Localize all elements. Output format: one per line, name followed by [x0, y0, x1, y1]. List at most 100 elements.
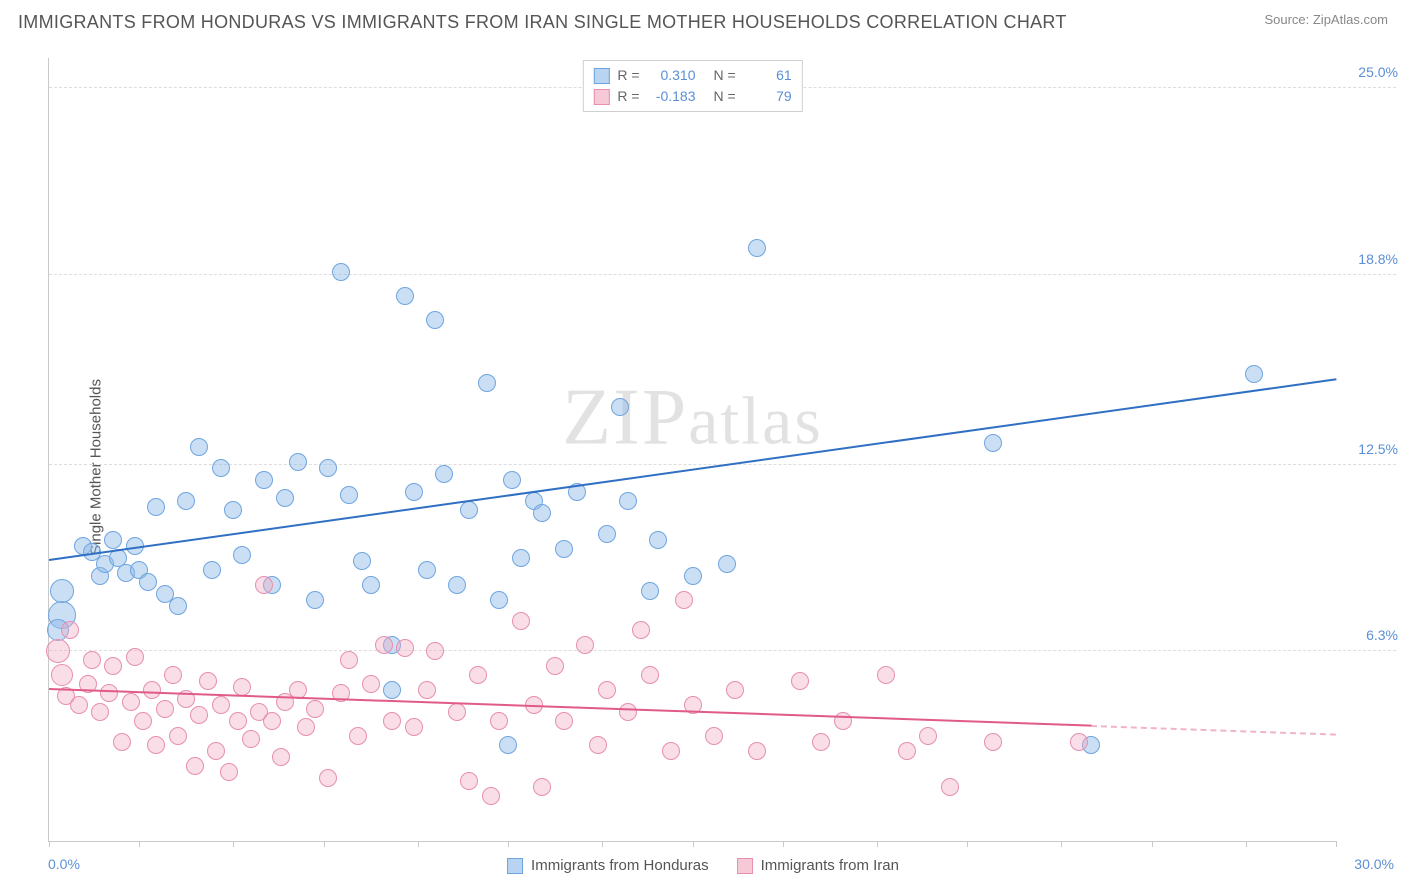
data-point — [589, 736, 607, 754]
data-point — [984, 434, 1002, 452]
x-tick — [324, 841, 325, 847]
data-point — [490, 591, 508, 609]
data-point — [619, 492, 637, 510]
data-point — [319, 769, 337, 787]
data-point — [941, 778, 959, 796]
data-point — [705, 727, 723, 745]
data-point — [598, 525, 616, 543]
data-point — [478, 374, 496, 392]
data-point — [169, 727, 187, 745]
x-tick — [418, 841, 419, 847]
data-point — [898, 742, 916, 760]
data-point — [340, 486, 358, 504]
x-tick — [693, 841, 694, 847]
data-point — [263, 712, 281, 730]
data-point — [555, 712, 573, 730]
legend-stats: R =0.310N =61R =-0.183N =79 — [582, 60, 802, 112]
y-tick-label: 18.8% — [1358, 251, 1398, 267]
x-tick — [1246, 841, 1247, 847]
legend-label: Immigrants from Honduras — [531, 857, 709, 874]
data-point — [1070, 733, 1088, 751]
data-point — [426, 642, 444, 660]
data-point — [748, 239, 766, 257]
source-label: Source: ZipAtlas.com — [1264, 12, 1388, 27]
data-point — [50, 579, 74, 603]
y-tick-label: 12.5% — [1358, 441, 1398, 457]
chart-container: Single Mother Households ZIPatlas R =0.3… — [0, 42, 1406, 892]
data-point — [306, 700, 324, 718]
data-point — [113, 733, 131, 751]
legend-label: Immigrants from Iran — [761, 857, 899, 874]
data-point — [834, 712, 852, 730]
r-label: R = — [617, 65, 639, 86]
data-point — [134, 712, 152, 730]
data-point — [375, 636, 393, 654]
data-point — [61, 621, 79, 639]
data-point — [289, 453, 307, 471]
data-point — [147, 736, 165, 754]
data-point — [619, 703, 637, 721]
x-tick — [783, 841, 784, 847]
n-value: 61 — [744, 65, 792, 86]
data-point — [533, 778, 551, 796]
data-point — [405, 483, 423, 501]
data-point — [349, 727, 367, 745]
x-tick — [233, 841, 234, 847]
data-point — [418, 561, 436, 579]
x-tick — [877, 841, 878, 847]
data-point — [383, 681, 401, 699]
data-point — [448, 576, 466, 594]
data-point — [177, 492, 195, 510]
y-tick-label: 25.0% — [1358, 64, 1398, 80]
x-axis-min: 0.0% — [48, 856, 80, 872]
data-point — [199, 672, 217, 690]
data-point — [546, 657, 564, 675]
data-point — [164, 666, 182, 684]
legend-swatch — [507, 858, 523, 874]
data-point — [405, 718, 423, 736]
data-point — [448, 703, 466, 721]
data-point — [156, 700, 174, 718]
gridline — [49, 274, 1396, 275]
data-point — [576, 636, 594, 654]
data-point — [220, 763, 238, 781]
data-point — [272, 748, 290, 766]
data-point — [255, 471, 273, 489]
legend-swatch — [593, 68, 609, 84]
data-point — [319, 459, 337, 477]
r-value: -0.183 — [648, 86, 696, 107]
data-point — [122, 693, 140, 711]
legend-stat-row: R =0.310N =61 — [593, 65, 791, 86]
legend-stat-row: R =-0.183N =79 — [593, 86, 791, 107]
data-point — [104, 657, 122, 675]
data-point — [51, 664, 73, 686]
data-point — [190, 706, 208, 724]
data-point — [418, 681, 436, 699]
data-point — [255, 576, 273, 594]
data-point — [46, 639, 70, 663]
legend-swatch — [737, 858, 753, 874]
page-title: IMMIGRANTS FROM HONDURAS VS IMMIGRANTS F… — [18, 12, 1067, 33]
y-tick-label: 6.3% — [1366, 627, 1398, 643]
data-point — [718, 555, 736, 573]
data-point — [340, 651, 358, 669]
data-point — [224, 501, 242, 519]
data-point — [812, 733, 830, 751]
data-point — [353, 552, 371, 570]
x-tick — [1152, 841, 1153, 847]
data-point — [83, 651, 101, 669]
data-point — [242, 730, 260, 748]
data-point — [396, 639, 414, 657]
data-point — [306, 591, 324, 609]
data-point — [503, 471, 521, 489]
data-point — [332, 263, 350, 281]
data-point — [662, 742, 680, 760]
data-point — [877, 666, 895, 684]
data-point — [919, 727, 937, 745]
data-point — [460, 772, 478, 790]
watermark: ZIPatlas — [562, 373, 823, 464]
data-point — [611, 398, 629, 416]
x-tick — [602, 841, 603, 847]
n-label: N = — [714, 65, 736, 86]
x-tick — [49, 841, 50, 847]
